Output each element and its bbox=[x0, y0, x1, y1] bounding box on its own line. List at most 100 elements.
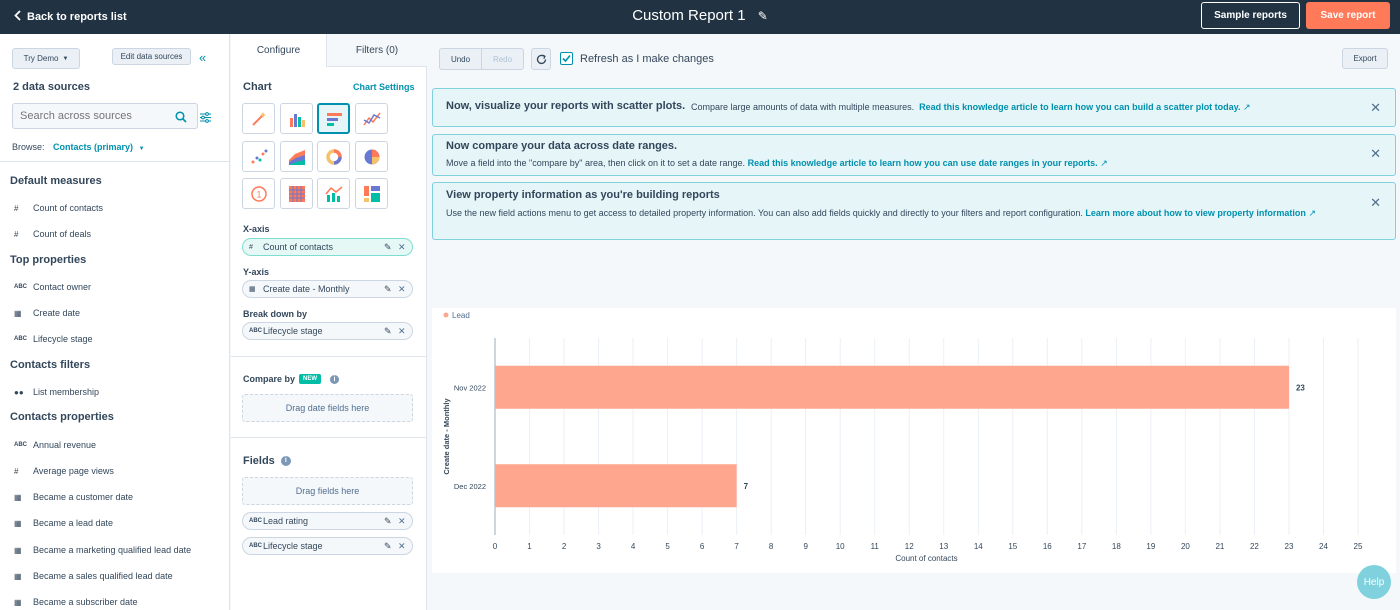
y-axis-label: Y-axis bbox=[243, 267, 270, 277]
info-icon[interactable]: i bbox=[330, 374, 340, 384]
pencil-icon[interactable]: ✎ bbox=[384, 325, 392, 336]
report-title[interactable]: Custom Report 1 bbox=[632, 7, 746, 24]
banner-link[interactable]: Learn more about how to view property in… bbox=[1085, 208, 1306, 218]
field-item[interactable]: ▦ Became a lead date bbox=[14, 518, 113, 528]
close-icon[interactable]: ✕ bbox=[398, 540, 406, 551]
search-sources-input[interactable] bbox=[12, 103, 198, 129]
refresh-checkbox[interactable] bbox=[560, 52, 573, 65]
compare-by-row: Compare by NEW i bbox=[243, 374, 340, 384]
field-label: Lifecycle stage bbox=[33, 334, 93, 344]
filter-settings-icon[interactable] bbox=[200, 110, 211, 128]
pencil-icon[interactable]: ✎ bbox=[384, 241, 392, 252]
field-label: Contact owner bbox=[33, 282, 92, 292]
x-tick-label: 5 bbox=[665, 542, 670, 551]
pencil-icon[interactable]: ✎ bbox=[757, 9, 768, 23]
chart-type-column-icon[interactable] bbox=[280, 103, 313, 134]
pencil-icon[interactable]: ✎ bbox=[384, 540, 392, 551]
x-tick-label: 23 bbox=[1285, 542, 1294, 551]
field-pill[interactable]: ABC Lifecycle stage ✎ ✕ bbox=[242, 537, 413, 555]
refresh-button[interactable] bbox=[531, 48, 551, 70]
sample-reports-button[interactable]: Sample reports bbox=[1201, 2, 1300, 29]
chart-type-pie-icon[interactable] bbox=[355, 141, 388, 172]
chart-type-magic-icon[interactable] bbox=[242, 103, 275, 134]
compare-by-label: Compare by bbox=[243, 374, 296, 384]
chart-type-kpi-icon[interactable]: 1 bbox=[242, 178, 275, 209]
tab-configure[interactable]: Configure bbox=[231, 34, 327, 67]
export-button[interactable]: Export bbox=[1342, 48, 1388, 69]
data-sources-count: 2 data sources bbox=[13, 81, 91, 93]
close-icon[interactable]: ✕ bbox=[398, 241, 406, 252]
x-tick-label: 14 bbox=[974, 542, 983, 551]
close-icon[interactable]: ✕ bbox=[1370, 195, 1381, 210]
banner-link[interactable]: Read this knowledge article to learn how… bbox=[919, 102, 1241, 112]
back-to-reports-link[interactable]: Back to reports list bbox=[14, 10, 127, 24]
section-contacts-filters: Contacts filters bbox=[10, 359, 91, 371]
x-axis-pill[interactable]: # Count of contacts ✎ ✕ bbox=[242, 238, 413, 256]
chart-type-line-icon[interactable] bbox=[355, 103, 388, 134]
field-label: Create date bbox=[33, 308, 81, 318]
chart-container: 0 1 2 3 4 5 6 7 8 9 10 11 12 13 14 15 16 17 18 19 20 21 22 23 24… bbox=[432, 308, 1396, 573]
chart-type-bar-icon[interactable] bbox=[317, 103, 350, 134]
close-icon[interactable]: ✕ bbox=[398, 515, 406, 526]
x-tick-label: 24 bbox=[1319, 542, 1328, 551]
field-pill[interactable]: ABC Lead rating ✎ ✕ bbox=[242, 512, 413, 530]
field-item[interactable]: ▦ Became a subscriber date bbox=[14, 597, 138, 607]
breakdown-pill[interactable]: ABC Lifecycle stage ✎ ✕ bbox=[242, 322, 413, 340]
checkmark-icon bbox=[562, 54, 571, 63]
section-contacts-properties: Contacts properties bbox=[10, 411, 114, 423]
chart-type-donut-icon[interactable] bbox=[317, 141, 350, 172]
field-item[interactable]: ●● List membership bbox=[14, 387, 99, 397]
divider bbox=[0, 161, 229, 162]
field-item[interactable]: ABC Contact owner bbox=[14, 282, 91, 292]
fields-drop-zone[interactable]: Drag fields here bbox=[242, 477, 413, 505]
chart-type-pivot-icon[interactable] bbox=[355, 178, 388, 209]
x-axis-label: X-axis bbox=[243, 224, 270, 234]
tab-filters[interactable]: Filters (0) bbox=[327, 34, 427, 67]
field-item[interactable]: ▦ Became a marketing qualified lead date bbox=[14, 545, 191, 555]
calendar-icon: ▦ bbox=[14, 545, 22, 555]
save-report-button[interactable]: Save report bbox=[1306, 2, 1390, 29]
collapse-panel-icon[interactable]: « bbox=[199, 50, 207, 65]
close-icon[interactable]: ✕ bbox=[1370, 100, 1381, 115]
bar-chart: 0 1 2 3 4 5 6 7 8 9 10 11 12 13 14 15 16 17 18 19 20 21 22 23 24… bbox=[442, 311, 1363, 563]
x-tick-label: 12 bbox=[905, 542, 914, 551]
edit-data-sources-button[interactable]: Edit data sources bbox=[112, 48, 191, 65]
try-demo-label: Try Demo bbox=[23, 54, 59, 63]
compare-drop-zone[interactable]: Drag date fields here bbox=[242, 394, 413, 422]
x-axis-value: Count of contacts bbox=[263, 242, 334, 252]
chart-type-scatter-icon[interactable] bbox=[242, 141, 275, 172]
field-item[interactable]: # Count of contacts bbox=[14, 203, 103, 213]
redo-button[interactable]: Redo bbox=[481, 48, 524, 70]
x-tick-label: 16 bbox=[1043, 542, 1052, 551]
chart-settings-link[interactable]: Chart Settings bbox=[353, 82, 415, 92]
x-tick-label: 13 bbox=[939, 542, 948, 551]
close-icon[interactable]: ✕ bbox=[398, 325, 406, 336]
y-axis-pill[interactable]: ▦ Create date - Monthly ✎ ✕ bbox=[242, 280, 413, 298]
info-icon[interactable]: i bbox=[280, 456, 291, 466]
chart-type-area-icon[interactable] bbox=[280, 141, 313, 172]
undo-button[interactable]: Undo bbox=[439, 48, 482, 70]
field-item[interactable]: # Average page views bbox=[14, 466, 114, 476]
banner-link[interactable]: Read this knowledge article to learn how… bbox=[747, 158, 1098, 168]
chart-type-combo-icon[interactable] bbox=[317, 178, 350, 209]
browse-dropdown[interactable]: Contacts (primary) bbox=[53, 142, 134, 152]
search-icon bbox=[175, 110, 187, 128]
x-tick-label: 15 bbox=[1008, 542, 1017, 551]
banner-description: Use the new field actions menu to get ac… bbox=[446, 208, 1083, 218]
close-icon[interactable]: ✕ bbox=[398, 283, 406, 294]
field-item[interactable]: ABC Annual revenue bbox=[14, 440, 96, 450]
section-default-measures: Default measures bbox=[10, 175, 102, 187]
chart-type-table-icon[interactable] bbox=[280, 178, 313, 209]
data-sources-panel: Try Demo ▼ Edit data sources « 2 data so… bbox=[0, 34, 230, 610]
help-button[interactable]: Help bbox=[1357, 565, 1391, 599]
pencil-icon[interactable]: ✎ bbox=[384, 283, 392, 294]
close-icon[interactable]: ✕ bbox=[1370, 146, 1381, 161]
field-item[interactable]: # Count of deals bbox=[14, 229, 91, 239]
try-demo-dropdown[interactable]: Try Demo ▼ bbox=[12, 48, 80, 69]
field-item[interactable]: ▦ Create date bbox=[14, 308, 80, 318]
x-tick-label: 25 bbox=[1354, 542, 1363, 551]
pencil-icon[interactable]: ✎ bbox=[384, 515, 392, 526]
field-item[interactable]: ABC Lifecycle stage bbox=[14, 334, 93, 344]
field-item[interactable]: ▦ Became a customer date bbox=[14, 492, 133, 502]
field-item[interactable]: ▦ Became a sales qualified lead date bbox=[14, 571, 173, 581]
